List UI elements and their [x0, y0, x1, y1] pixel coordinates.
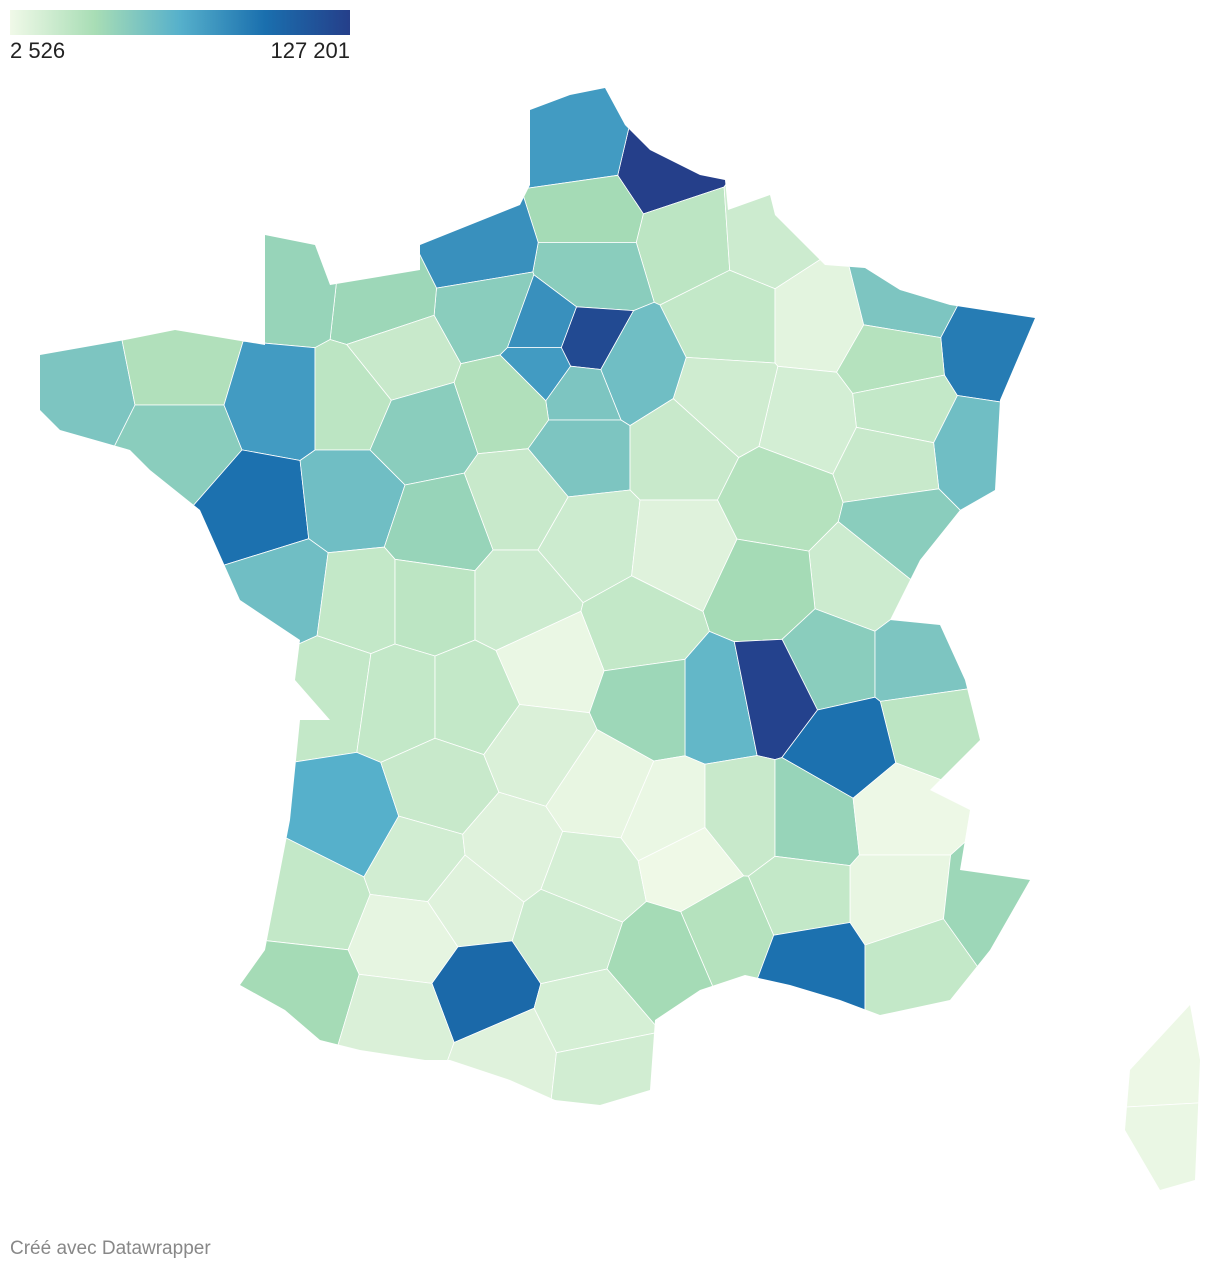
- legend-gradient: [10, 10, 350, 35]
- department[interactable]: [617, 0, 856, 215]
- department[interactable]: [0, 404, 243, 679]
- department[interactable]: [0, 910, 360, 1272]
- department[interactable]: [531, 1031, 841, 1272]
- department[interactable]: [864, 918, 1029, 1272]
- department[interactable]: [316, 546, 396, 655]
- department[interactable]: [329, 121, 437, 345]
- department[interactable]: [0, 538, 329, 770]
- department[interactable]: [832, 426, 940, 503]
- department[interactable]: [873, 1101, 1220, 1272]
- department[interactable]: [943, 732, 1220, 1039]
- department[interactable]: [747, 855, 851, 936]
- department[interactable]: [0, 0, 136, 676]
- department[interactable]: [723, 0, 962, 290]
- department[interactable]: [394, 558, 476, 657]
- legend-max: 127 201: [270, 38, 350, 63]
- credit: Créé avec Datawrapper: [10, 1238, 211, 1259]
- department[interactable]: [933, 395, 1220, 633]
- department[interactable]: [328, 7, 539, 289]
- department[interactable]: [843, 0, 1120, 339]
- department[interactable]: [325, 0, 660, 190]
- department[interactable]: [995, 819, 1220, 1115]
- department[interactable]: [874, 576, 1220, 702]
- department[interactable]: [940, 0, 1220, 436]
- legend-min: 2 526: [10, 38, 65, 63]
